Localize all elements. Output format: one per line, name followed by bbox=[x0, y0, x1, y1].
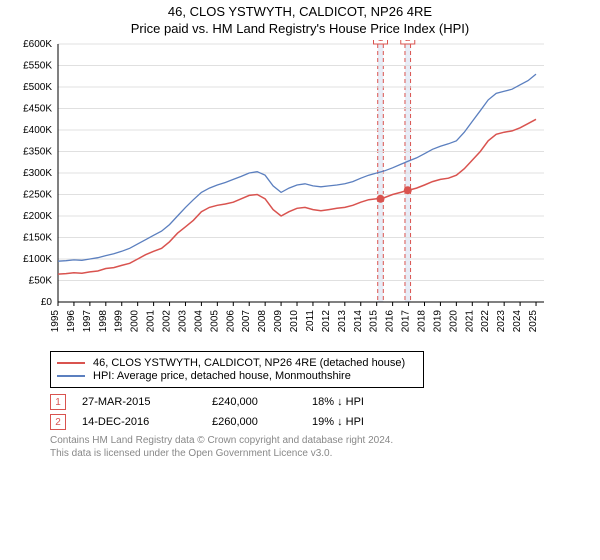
svg-text:2019: 2019 bbox=[432, 310, 443, 333]
svg-text:£450K: £450K bbox=[23, 104, 52, 115]
svg-text:2007: 2007 bbox=[241, 310, 252, 333]
legend-label: 46, CLOS YSTWYTH, CALDICOT, NP26 4RE (de… bbox=[93, 357, 405, 369]
legend-item: HPI: Average price, detached house, Monm… bbox=[57, 370, 417, 382]
svg-text:2004: 2004 bbox=[193, 310, 204, 333]
svg-text:2008: 2008 bbox=[257, 310, 268, 333]
svg-text:£300K: £300K bbox=[23, 168, 52, 179]
svg-text:2000: 2000 bbox=[130, 310, 141, 333]
footnote-line: Contains HM Land Registry data © Crown c… bbox=[50, 434, 590, 447]
svg-text:2002: 2002 bbox=[162, 310, 173, 333]
sale-price: £260,000 bbox=[212, 416, 312, 428]
svg-text:2014: 2014 bbox=[353, 310, 364, 333]
sale-price: £240,000 bbox=[212, 396, 312, 408]
svg-text:£500K: £500K bbox=[23, 82, 52, 93]
svg-text:£150K: £150K bbox=[23, 233, 52, 244]
svg-text:2010: 2010 bbox=[289, 310, 300, 333]
svg-text:£200K: £200K bbox=[23, 211, 52, 222]
legend-swatch bbox=[57, 362, 85, 364]
svg-text:2021: 2021 bbox=[464, 310, 475, 333]
svg-text:1995: 1995 bbox=[50, 310, 61, 333]
svg-text:2023: 2023 bbox=[496, 310, 507, 333]
chart-svg: £0 £50K £100K £150K £200K £250K £300K £350K £400… bbox=[10, 40, 550, 340]
legend: 46, CLOS YSTWYTH, CALDICOT, NP26 4RE (de… bbox=[50, 351, 424, 388]
price-chart: £0 £50K £100K £150K £200K £250K £300K £350K £400… bbox=[10, 40, 590, 345]
svg-text:2025: 2025 bbox=[528, 310, 539, 333]
legend-swatch bbox=[57, 375, 85, 377]
svg-text:1: 1 bbox=[378, 40, 384, 44]
svg-text:£0: £0 bbox=[41, 297, 53, 308]
svg-text:2012: 2012 bbox=[321, 310, 332, 333]
sales-table: 1 27-MAR-2015£240,00018% ↓ HPI 2 14-DEC-201… bbox=[50, 394, 590, 430]
svg-text:2005: 2005 bbox=[209, 310, 220, 333]
sale-date: 27-MAR-2015 bbox=[82, 396, 212, 408]
svg-text:1998: 1998 bbox=[98, 310, 109, 333]
page-subtitle: Price paid vs. HM Land Registry's House … bbox=[0, 21, 600, 36]
svg-text:2: 2 bbox=[405, 40, 411, 44]
svg-text:1997: 1997 bbox=[82, 310, 93, 333]
svg-text:2003: 2003 bbox=[177, 310, 188, 333]
sale-hpi-delta: 18% ↓ HPI bbox=[312, 396, 412, 408]
svg-text:2018: 2018 bbox=[416, 310, 427, 333]
svg-text:2013: 2013 bbox=[337, 310, 348, 333]
svg-text:2017: 2017 bbox=[401, 310, 412, 333]
svg-text:2009: 2009 bbox=[273, 310, 284, 333]
svg-text:2020: 2020 bbox=[448, 310, 459, 333]
svg-text:2006: 2006 bbox=[225, 310, 236, 333]
svg-text:2016: 2016 bbox=[385, 310, 396, 333]
sale-date: 14-DEC-2016 bbox=[82, 416, 212, 428]
svg-text:£350K: £350K bbox=[23, 147, 52, 158]
svg-text:£50K: £50K bbox=[29, 276, 53, 287]
svg-text:2011: 2011 bbox=[305, 310, 316, 332]
svg-text:2022: 2022 bbox=[480, 310, 491, 333]
sale-hpi-delta: 19% ↓ HPI bbox=[312, 416, 412, 428]
svg-text:1996: 1996 bbox=[66, 310, 77, 333]
legend-label: HPI: Average price, detached house, Monm… bbox=[93, 370, 351, 382]
svg-text:2001: 2001 bbox=[146, 310, 157, 333]
svg-text:2024: 2024 bbox=[512, 310, 523, 333]
table-row: 2 14-DEC-2016£260,00019% ↓ HPI bbox=[50, 414, 590, 430]
svg-text:£600K: £600K bbox=[23, 40, 52, 50]
footnote: Contains HM Land Registry data © Crown c… bbox=[50, 434, 590, 460]
svg-text:1999: 1999 bbox=[114, 310, 125, 333]
footnote-line: This data is licensed under the Open Gov… bbox=[50, 447, 590, 460]
page-title: 46, CLOS YSTWYTH, CALDICOT, NP26 4RE bbox=[0, 4, 600, 19]
svg-text:2015: 2015 bbox=[369, 310, 380, 333]
svg-text:£250K: £250K bbox=[23, 190, 52, 201]
sale-badge: 1 bbox=[50, 394, 66, 410]
legend-item: 46, CLOS YSTWYTH, CALDICOT, NP26 4RE (de… bbox=[57, 357, 417, 369]
svg-text:£550K: £550K bbox=[23, 61, 52, 72]
svg-text:£100K: £100K bbox=[23, 254, 52, 265]
table-row: 1 27-MAR-2015£240,00018% ↓ HPI bbox=[50, 394, 590, 410]
svg-text:£400K: £400K bbox=[23, 125, 52, 136]
sale-badge: 2 bbox=[50, 414, 66, 430]
